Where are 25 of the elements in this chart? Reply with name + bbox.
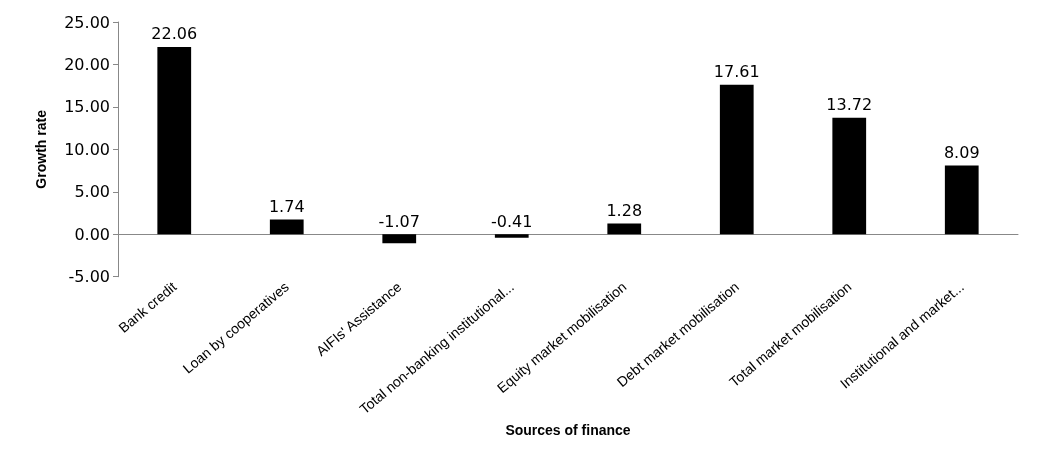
bar <box>944 165 979 235</box>
y-tick-label: 10.00 <box>64 139 110 159</box>
data-label: 1.74 <box>268 197 305 217</box>
y-tick-label: 15.00 <box>64 97 110 117</box>
bar <box>832 117 867 235</box>
y-axis-title: Growth rate <box>33 109 49 189</box>
data-label: 22.06 <box>151 24 198 44</box>
data-label: 8.09 <box>943 143 980 163</box>
x-axis-title: Sources of finance <box>505 422 631 438</box>
bar <box>269 219 304 235</box>
bar <box>494 234 529 238</box>
bar <box>382 234 417 244</box>
bar <box>607 223 642 235</box>
y-tick-label: 0.00 <box>74 224 110 244</box>
bar <box>157 46 192 235</box>
data-label: -0.41 <box>491 211 533 231</box>
data-label: 1.28 <box>606 200 643 220</box>
data-label: -1.07 <box>378 211 420 231</box>
y-tick-label: 25.00 <box>64 12 110 32</box>
data-label: 13.72 <box>826 95 873 115</box>
data-label: 17.61 <box>713 62 760 82</box>
y-tick-label: 20.00 <box>64 54 110 74</box>
y-tick-label: 5.00 <box>74 182 110 202</box>
y-tick-label: -5.00 <box>68 267 110 287</box>
bar <box>719 84 754 235</box>
